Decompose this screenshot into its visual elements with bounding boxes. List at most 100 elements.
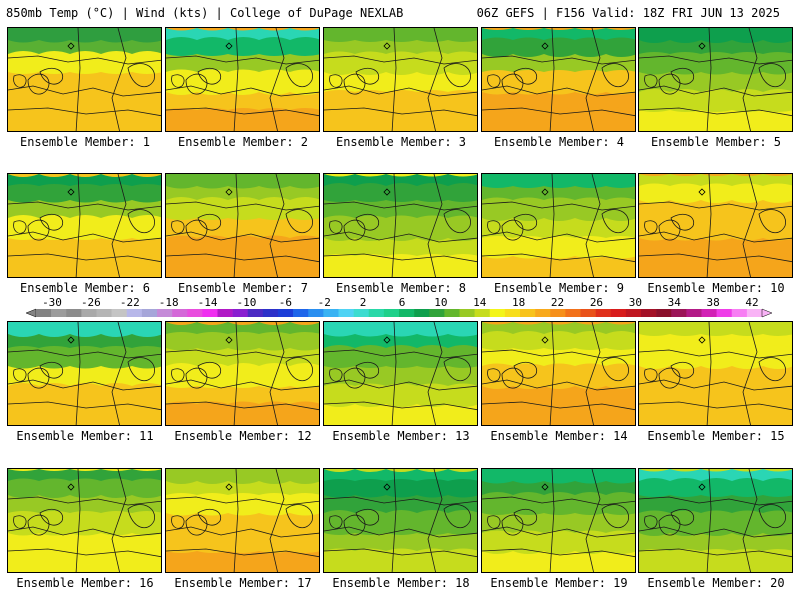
temperature-field-map	[8, 469, 161, 572]
ensemble-map-20[interactable]	[638, 468, 793, 573]
temperature-band	[482, 197, 635, 224]
colorbar-swatch	[36, 309, 52, 317]
map-boundary-line	[166, 201, 319, 211]
ensemble-member-label: Ensemble Member: 2	[177, 135, 309, 149]
map-boundary-line	[8, 401, 161, 411]
colorbar-tick-label: -26	[81, 296, 101, 309]
map-boundary-line	[482, 548, 635, 558]
ensemble-map-5[interactable]	[638, 27, 793, 132]
map-boundary-line	[487, 220, 501, 234]
map-boundary-line	[166, 548, 319, 558]
temperature-band	[482, 469, 635, 487]
map-boundary-line	[443, 209, 471, 234]
map-boundary-line	[127, 504, 155, 529]
colorbar-swatch	[731, 309, 748, 317]
colorbar-tick-label: 6	[399, 296, 406, 309]
colorbar-swatch	[51, 309, 67, 317]
map-boundary-line	[549, 322, 555, 425]
temperature-field-map	[639, 174, 792, 277]
map-boundary-line	[39, 508, 64, 526]
map-boundary-line	[601, 209, 629, 234]
map-boundary-line	[670, 213, 695, 231]
ensemble-map-13[interactable]	[323, 321, 478, 426]
map-boundary-line	[329, 220, 343, 234]
colorbar-tick-label: 42	[745, 296, 758, 309]
ensemble-map-3[interactable]	[323, 27, 478, 132]
map-boundary-line	[343, 514, 366, 536]
station-marker-icon	[225, 42, 233, 50]
ensemble-map-14[interactable]	[481, 321, 636, 426]
ensemble-map-16[interactable]	[7, 468, 162, 573]
temperature-band	[482, 107, 635, 131]
map-boundary-line	[549, 469, 555, 572]
ensemble-map-2[interactable]	[165, 27, 320, 132]
ensemble-member-label: Ensemble Member: 20	[647, 576, 785, 590]
map-boundary-line	[166, 55, 319, 65]
map-boundary-line	[13, 515, 27, 529]
colorbar-tick-label: -30	[42, 296, 62, 309]
map-boundary-line	[285, 504, 313, 529]
ensemble-map-10[interactable]	[638, 173, 793, 278]
temperature-band	[8, 253, 161, 277]
colorbar-swatch	[262, 309, 279, 317]
station-marker-icon	[698, 483, 706, 491]
temperature-band	[324, 215, 477, 244]
temperature-band	[324, 183, 477, 206]
temperature-band	[8, 346, 161, 372]
map-boundary-line	[513, 67, 538, 85]
ensemble-map-12[interactable]	[165, 321, 320, 426]
temperature-field-map	[324, 174, 477, 277]
ensemble-map-19[interactable]	[481, 468, 636, 573]
map-boundary-line	[501, 73, 524, 95]
map-boundary-line	[585, 322, 601, 425]
colorbar-swatch	[66, 309, 82, 317]
colorbar-swatch	[625, 309, 642, 317]
ensemble-map-17[interactable]	[165, 468, 320, 573]
temperature-band	[8, 404, 161, 425]
colorbar-tick-label: 2	[360, 296, 367, 309]
map-boundary-line	[8, 253, 161, 263]
temperature-band	[639, 384, 792, 410]
ensemble-map-4[interactable]	[481, 27, 636, 132]
station-marker-icon	[67, 42, 75, 50]
temperature-band	[8, 28, 161, 46]
map-boundary-line	[601, 504, 629, 529]
temperature-field-map	[166, 28, 319, 131]
temperature-field-map	[8, 174, 161, 277]
map-boundary-line	[324, 548, 477, 558]
temperature-band	[482, 551, 635, 572]
ensemble-member-label: Ensemble Member: 1	[19, 135, 151, 149]
temperature-band	[482, 331, 635, 354]
temperature-band	[324, 479, 477, 501]
colorbar-swatch	[293, 309, 309, 317]
map-title: 850mb Temp (°C) | Wind (kts) | College o…	[6, 6, 404, 20]
ensemble-map-18[interactable]	[323, 468, 478, 573]
map-boundary-line	[482, 401, 635, 411]
colorbar-tick-label: 14	[473, 296, 487, 309]
ensemble-member-label: Ensemble Member: 15	[647, 429, 785, 443]
ensemble-map-8[interactable]	[323, 173, 478, 278]
temperature-band	[639, 345, 792, 372]
colorbar-swatch	[308, 309, 324, 317]
map-boundary-line	[285, 63, 313, 88]
temperature-field-map	[8, 28, 161, 131]
colorbar-swatch	[172, 309, 188, 317]
ensemble-map-7[interactable]	[165, 173, 320, 278]
colorbar-swatch	[641, 309, 657, 317]
map-boundary-line	[8, 496, 161, 506]
map-boundary-line	[13, 368, 27, 382]
ensemble-map-1[interactable]	[7, 27, 162, 132]
temperature-field-map	[166, 469, 319, 572]
temperature-band	[166, 332, 319, 354]
map-boundary-line	[639, 401, 792, 411]
colorbar-swatch	[81, 309, 97, 317]
colorbar-tick-label: -22	[120, 296, 140, 309]
ensemble-map-15[interactable]	[638, 321, 793, 426]
ensemble-map-6[interactable]	[7, 173, 162, 278]
ensemble-member-label: Ensemble Member: 19	[490, 576, 628, 590]
ensemble-map-11[interactable]	[7, 321, 162, 426]
map-boundary-line	[427, 28, 443, 131]
colorbar-swatch	[323, 309, 339, 317]
map-boundary-line	[391, 322, 397, 425]
ensemble-map-9[interactable]	[481, 173, 636, 278]
